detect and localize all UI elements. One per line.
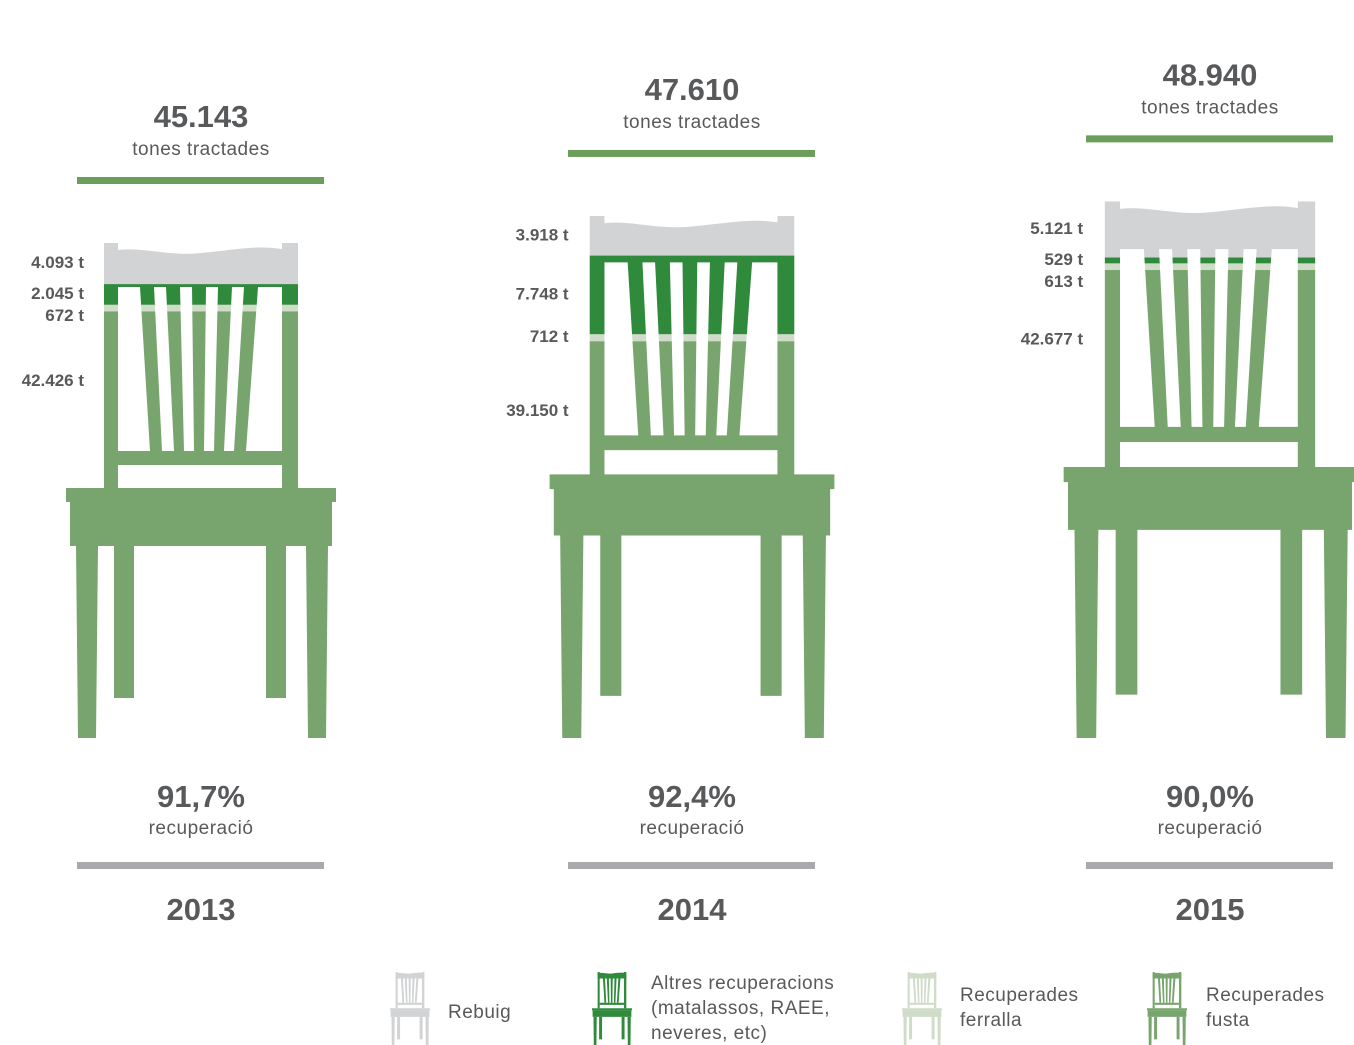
total-rule xyxy=(1086,135,1333,143)
recovery-caption: recuperació xyxy=(640,818,745,839)
value-label: 613 t xyxy=(1044,272,1083,291)
legend-icon xyxy=(592,972,632,1045)
year-label: 2013 xyxy=(167,892,236,927)
total-rule xyxy=(77,177,324,184)
legend-icon xyxy=(390,972,430,1045)
chair-segment xyxy=(1063,201,1354,259)
total-label: 47.610 xyxy=(645,72,740,107)
recovery-label: 92,4% xyxy=(648,779,736,814)
chair-segment xyxy=(1063,257,1354,264)
legend-label: Altres recuperacions (matalassos, RAEE, … xyxy=(651,973,835,1044)
value-label: 3.918 t xyxy=(516,225,569,244)
chair-segment xyxy=(1063,263,1354,271)
chair-segment xyxy=(549,341,835,739)
total-caption: tones tractades xyxy=(623,112,760,133)
chair-segment xyxy=(549,255,835,335)
recovery-label: 91,7% xyxy=(157,779,245,814)
chair-segment xyxy=(549,215,835,257)
chair-segment xyxy=(1063,270,1354,738)
legend-icon xyxy=(1147,972,1187,1045)
total-caption: tones tractades xyxy=(1141,97,1278,118)
value-label: 42.426 t xyxy=(22,371,85,390)
recovery-caption: recuperació xyxy=(149,818,254,839)
recovery-rule xyxy=(1086,862,1333,869)
chair-segment xyxy=(66,304,336,312)
chair-segment xyxy=(66,284,336,306)
year-label: 2015 xyxy=(1176,892,1245,927)
value-label: 42.677 t xyxy=(1021,330,1084,349)
legend-icon xyxy=(902,972,942,1045)
value-label: 2.045 t xyxy=(31,284,84,303)
total-caption: tones tractades xyxy=(132,139,269,160)
recovery-label: 90,0% xyxy=(1166,779,1254,814)
value-label: 712 t xyxy=(530,327,569,346)
value-label: 5.121 t xyxy=(1030,219,1083,238)
recovery-caption: recuperació xyxy=(1158,818,1263,839)
value-label: 39.150 t xyxy=(506,401,569,420)
legend-label: Recuperades fusta xyxy=(1206,985,1325,1031)
chair-segment xyxy=(549,334,835,342)
legend-label: Recuperades ferralla xyxy=(960,985,1079,1031)
year-label: 2014 xyxy=(658,892,728,927)
chair-segment xyxy=(66,243,336,285)
recovery-rule xyxy=(568,862,815,869)
chair-segment xyxy=(66,311,336,738)
legend-label: Rebuig xyxy=(448,1002,512,1023)
value-label: 529 t xyxy=(1044,250,1083,269)
value-label: 672 t xyxy=(45,306,84,325)
total-rule xyxy=(568,149,815,157)
total-label: 45.143 xyxy=(154,99,249,134)
value-label: 4.093 t xyxy=(31,253,84,272)
total-label: 48.940 xyxy=(1163,58,1258,93)
chair xyxy=(66,243,336,738)
recovery-rule xyxy=(77,862,324,869)
chair xyxy=(549,215,835,739)
value-label: 7.748 t xyxy=(516,284,569,303)
chair xyxy=(1063,201,1354,738)
